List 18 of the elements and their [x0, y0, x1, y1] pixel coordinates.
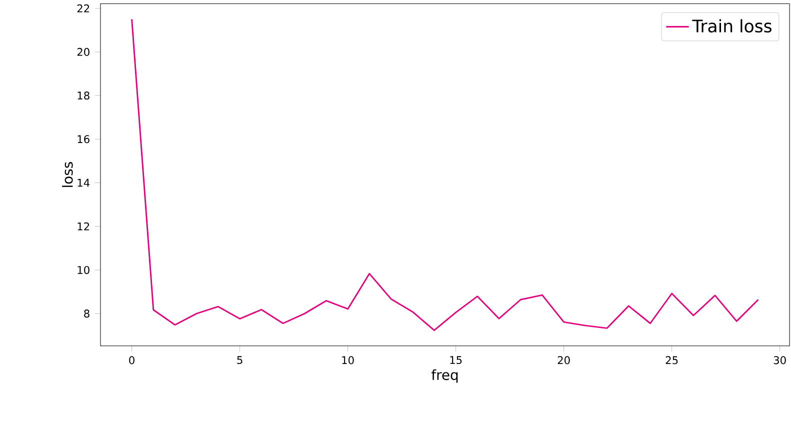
x-tick-label: 20 — [558, 356, 570, 364]
y-tick-label: 16 — [78, 135, 90, 144]
y-tick-label: 8 — [84, 309, 90, 318]
y-tick-label: 14 — [78, 178, 90, 187]
y-tick-label: 12 — [78, 222, 90, 230]
x-tick-label: 15 — [450, 356, 462, 364]
x-tick-label: 0 — [129, 356, 134, 364]
y-tick-label: 18 — [78, 91, 90, 100]
y-tick-label: 22 — [77, 4, 90, 12]
x-tick-label: 25 — [666, 356, 678, 364]
y-tick-label: 10 — [78, 266, 90, 274]
y-axis-title: loss — [62, 162, 73, 187]
x-axis-title: freq — [431, 369, 458, 383]
x-tick-label: 30 — [774, 356, 786, 364]
y-tick-label: 20 — [77, 48, 90, 56]
x-tick-label: 5 — [237, 356, 242, 364]
x-tick-label: 10 — [342, 356, 354, 364]
legend-label: Train loss — [692, 19, 772, 32]
